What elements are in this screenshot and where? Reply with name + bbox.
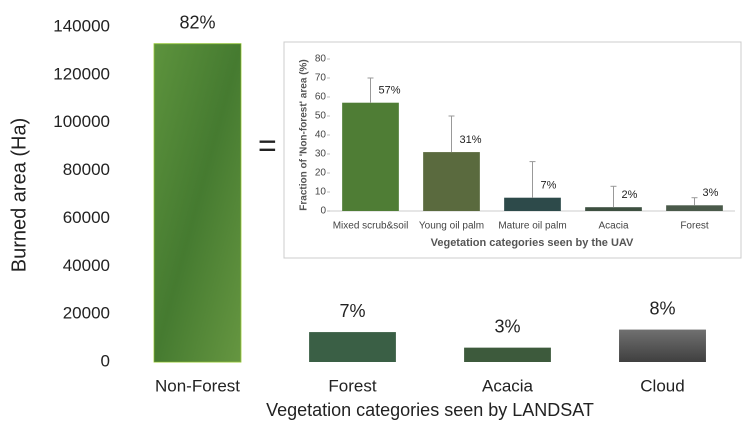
bar (585, 207, 642, 211)
annotation: 8% (649, 298, 675, 318)
annotation: 3% (494, 316, 520, 336)
x-tick-label: Forest (680, 221, 709, 232)
y-tick-label: 0 (101, 351, 110, 370)
y-axis-label: Burned area (Ha) (8, 118, 30, 273)
bar-texture (619, 329, 706, 362)
x-axis-label: Vegetation categories seen by LANDSAT (266, 400, 594, 420)
y-tick-label: 80000 (63, 160, 110, 179)
data-label: 7% (541, 180, 557, 192)
data-label: 57% (379, 85, 401, 97)
y-tick-label: 60000 (63, 208, 110, 227)
y-tick-label: 60 (315, 92, 327, 103)
data-label: 31% (460, 134, 482, 146)
y-tick-label: 40000 (63, 256, 110, 275)
y-tick-label: 50 (315, 111, 327, 122)
bar (342, 102, 399, 211)
inset-x-label: Vegetation categories seen by the UAV (431, 237, 634, 249)
annotation: 7% (339, 301, 365, 321)
data-label: 2% (622, 189, 638, 201)
bar (464, 347, 551, 362)
bar (504, 197, 561, 211)
y-tick-label: 70 (315, 73, 327, 84)
y-tick-label: 100000 (53, 112, 110, 131)
annotation: 82% (179, 13, 215, 33)
x-tick-label: Mature oil palm (498, 221, 566, 232)
bar (309, 332, 396, 362)
x-tick-label: Acacia (598, 221, 628, 232)
x-tick-label: Non-Forest (155, 376, 240, 395)
y-tick-label: 20 (315, 168, 327, 179)
y-tick-label: 10 (315, 187, 327, 198)
bar (153, 43, 242, 363)
y-tick-label: 80 (315, 54, 327, 65)
data-label: 3% (703, 187, 719, 199)
y-tick-label: 140000 (53, 16, 110, 35)
y-tick-label: 40 (315, 130, 327, 141)
inset-y-label: Fraction of 'Non-forest' area (%) (299, 59, 310, 210)
bar (423, 152, 480, 211)
x-tick-label: Forest (328, 376, 376, 395)
y-tick-label: 20000 (63, 304, 110, 323)
y-tick-label: 30 (315, 149, 327, 160)
y-tick-label: 120000 (53, 64, 110, 83)
equals-sign: = (258, 127, 277, 163)
x-tick-label: Mixed scrub&soil (333, 221, 409, 232)
x-tick-label: Young oil palm (419, 221, 484, 232)
x-tick-label: Cloud (640, 376, 684, 395)
bar (666, 205, 723, 211)
x-tick-label: Acacia (482, 376, 534, 395)
y-tick-label: 0 (320, 206, 326, 217)
